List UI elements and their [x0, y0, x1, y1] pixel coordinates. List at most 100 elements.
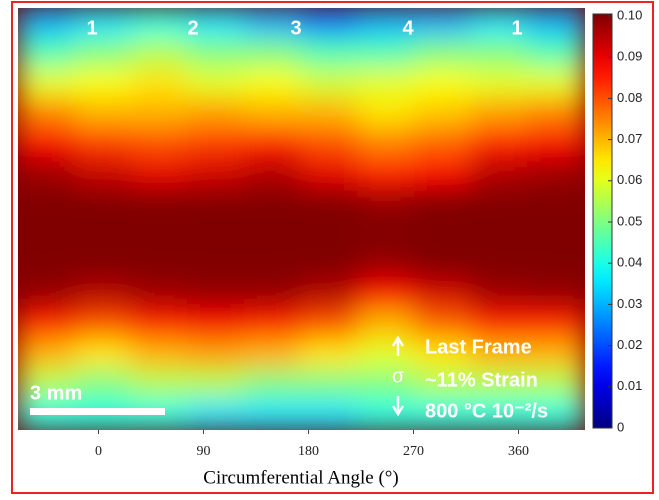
strain-cell: [18, 67, 76, 100]
section-label: 1: [86, 17, 97, 39]
strain-cell: [18, 278, 76, 311]
strain-cell: [243, 308, 303, 341]
strain-cell: [357, 127, 416, 160]
strain-cell: [130, 37, 190, 70]
strain-cell: [187, 187, 246, 220]
colorbar-tick-label: 0.02: [617, 337, 642, 352]
strain-cell: [243, 218, 303, 251]
strain-cell: [300, 338, 360, 371]
annotation: 800 °C 10⁻²/s: [425, 400, 548, 422]
strain-cell: [413, 308, 473, 341]
strain-cell: [527, 157, 585, 190]
strain-cell: [187, 338, 246, 371]
strain-cell: [243, 187, 303, 220]
strain-cell: [300, 97, 360, 130]
overlay: 3 mm σ Last Frame ~11% Strain 800 °C 10⁻…: [30, 7, 642, 488]
strain-cell: [470, 278, 530, 311]
strain-cell: [243, 127, 303, 160]
strain-cell: [130, 308, 190, 341]
strain-cell: [357, 37, 416, 70]
strain-cell: [413, 187, 473, 220]
colorbar-tick-label: 0.09: [617, 49, 642, 64]
strain-cell: [470, 308, 530, 341]
strain-cell: [357, 67, 416, 100]
strain-cell: [187, 308, 246, 341]
strain-cell: [187, 8, 246, 40]
strain-cell: [470, 37, 530, 70]
strain-cell: [527, 8, 585, 40]
strain-cell: [130, 338, 190, 371]
strain-cell: [18, 338, 76, 371]
strain-cell: [300, 398, 360, 430]
strain-cell: [73, 97, 133, 130]
strain-cell: [300, 278, 360, 311]
strain-cell: [300, 248, 360, 281]
strain-cell: [130, 157, 190, 190]
strain-cell: [243, 338, 303, 371]
strain-cell: [413, 127, 473, 160]
strain-cell: [187, 248, 246, 281]
strain-cell: [130, 67, 190, 100]
strain-cell: [413, 338, 473, 371]
strain-cell: [300, 157, 360, 190]
strain-cell: [470, 218, 530, 251]
strain-cell: [130, 8, 190, 40]
strain-map: [18, 8, 585, 430]
strain-cell: [527, 278, 585, 311]
strain-cell: [18, 218, 76, 251]
strain-cell: [187, 37, 246, 70]
strain-cell: [357, 8, 416, 40]
strain-cell: [527, 308, 585, 341]
strain-cell: [357, 368, 416, 401]
strain-cell: [470, 127, 530, 160]
strain-cell: [300, 8, 360, 40]
colorbar: [592, 13, 613, 429]
strain-cell: [18, 368, 76, 401]
strain-cell: [130, 248, 190, 281]
strain-cell: [73, 278, 133, 311]
strain-cell: [527, 187, 585, 220]
strain-cell: [527, 127, 585, 160]
strain-cell: [470, 8, 530, 40]
strain-cell: [130, 278, 190, 311]
strain-cells: [18, 8, 585, 430]
strain-cell: [357, 97, 416, 130]
strain-cell: [300, 218, 360, 251]
strain-cell: [130, 127, 190, 160]
x-tick-label: 0: [95, 444, 102, 459]
strain-cell: [243, 37, 303, 70]
strain-cell: [243, 398, 303, 430]
x-axis-label: Circumferential Angle (°): [203, 467, 398, 488]
colorbar-tick-label: 0.10: [617, 7, 642, 22]
section-label: 4: [402, 17, 414, 39]
strain-cell: [470, 97, 530, 130]
strain-cell: [243, 97, 303, 130]
colorbar-tick-label: 0.05: [617, 213, 642, 228]
strain-cell: [300, 187, 360, 220]
strain-cell: [187, 157, 246, 190]
strain-cell: [527, 368, 585, 401]
strain-cell: [470, 398, 530, 430]
strain-cell: [357, 187, 416, 220]
section-label: 2: [187, 17, 198, 39]
strain-cell: [73, 308, 133, 341]
strain-cell: [470, 368, 530, 401]
strain-cell: [18, 157, 76, 190]
strain-cell: [470, 338, 530, 371]
strain-cell: [470, 187, 530, 220]
strain-cell: [470, 67, 530, 100]
annotation: Last Frame: [425, 336, 532, 358]
strain-cell: [413, 368, 473, 401]
strain-cell: [300, 368, 360, 401]
strain-cell: [73, 157, 133, 190]
colorbar-tick-label: 0: [617, 419, 624, 434]
strain-cell: [18, 8, 76, 40]
strain-cell: [73, 248, 133, 281]
strain-cell: [130, 97, 190, 130]
strain-cell: [413, 398, 473, 430]
colorbar-tick-label: 0.06: [617, 172, 642, 187]
strain-cell: [18, 187, 76, 220]
stress-symbol: σ: [392, 365, 405, 387]
stress-arrows: [391, 335, 405, 417]
